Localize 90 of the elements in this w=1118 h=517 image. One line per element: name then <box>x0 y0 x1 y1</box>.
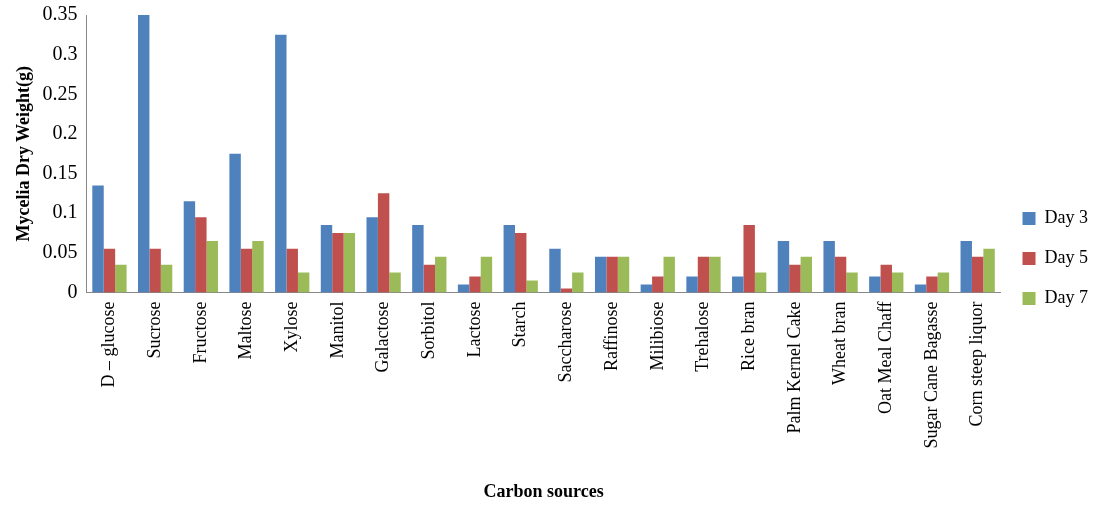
bar <box>138 15 150 293</box>
y-axis-title: Mycelia Dry Weight(g) <box>13 65 35 242</box>
x-tick-label: Maltose <box>235 301 256 360</box>
bar <box>709 256 721 293</box>
bar <box>800 256 813 293</box>
bar <box>846 272 858 293</box>
bar <box>869 276 881 293</box>
bar <box>789 264 801 293</box>
x-tick-label: Sorbitol <box>418 301 439 360</box>
x-tick-label: Fructose <box>189 301 210 364</box>
bar <box>617 256 630 293</box>
bar <box>526 280 538 293</box>
y-tick-label: 0.2 <box>52 121 78 144</box>
x-tick-label: Sucrose <box>143 301 164 359</box>
bar <box>594 256 607 293</box>
bar <box>480 256 493 293</box>
bar <box>503 225 515 293</box>
bar <box>320 225 333 293</box>
bar <box>777 240 790 293</box>
bar <box>297 272 310 293</box>
bar <box>515 232 527 293</box>
y-tick-label: 0.25 <box>42 81 78 104</box>
x-axis-title: Carbon sources <box>483 480 604 501</box>
bar <box>275 34 287 293</box>
y-tick-label: 0.1 <box>52 200 78 223</box>
bar <box>743 225 755 293</box>
bar <box>183 201 196 293</box>
bar <box>560 288 573 293</box>
bar <box>343 232 356 293</box>
bar <box>891 272 904 293</box>
x-tick-label: Rice bran <box>737 301 758 371</box>
bar <box>880 264 892 293</box>
legend-label: Day 3 <box>1044 207 1089 228</box>
bar <box>652 276 664 293</box>
bar <box>971 256 984 293</box>
bar <box>697 256 710 293</box>
bar <box>423 264 436 293</box>
bar <box>572 272 584 293</box>
bar <box>389 272 401 293</box>
x-tick-label: Wheat bran <box>829 301 850 385</box>
bar <box>206 240 218 293</box>
bar <box>663 256 675 293</box>
bar <box>823 240 835 293</box>
legend-label: Day 7 <box>1044 287 1089 308</box>
bar <box>286 248 298 293</box>
bar <box>549 248 561 293</box>
x-tick-label: Sugar Cane Bagasse <box>920 301 941 449</box>
bar <box>366 217 378 293</box>
bar <box>103 248 116 293</box>
bar <box>937 272 950 293</box>
bar <box>834 256 847 293</box>
bar <box>252 240 264 293</box>
bar <box>92 185 104 293</box>
bar <box>195 217 207 293</box>
x-tick-label: Palm Kernel Cake <box>783 301 804 434</box>
legend-label: Day 5 <box>1044 247 1089 268</box>
bar <box>115 264 127 293</box>
y-tick-label: 0.05 <box>42 240 78 263</box>
bar <box>983 248 995 293</box>
y-tick-label: 0 <box>67 279 78 302</box>
bar <box>412 225 424 293</box>
bar <box>960 240 972 293</box>
bar <box>240 248 253 293</box>
y-tick-label: 0.3 <box>52 41 78 64</box>
bar <box>732 276 744 293</box>
bar <box>926 276 938 293</box>
bar <box>435 256 447 293</box>
bar <box>332 232 344 293</box>
x-tick-label: Raffinose <box>600 301 621 372</box>
x-tick-label: Corn steep liquor <box>966 301 987 427</box>
x-tick-label: Trehalose <box>692 301 713 372</box>
x-tick-label: Xylose <box>280 301 301 353</box>
bar <box>606 256 618 293</box>
bar <box>160 264 173 293</box>
y-tick-label: 0.35 <box>42 2 78 25</box>
bar <box>377 193 390 293</box>
bar <box>149 248 161 293</box>
x-tick-label: Saccharose <box>555 301 576 383</box>
bar <box>686 276 698 293</box>
x-tick-label: Milibiose <box>646 301 667 371</box>
x-tick-label: Galactose <box>372 301 393 373</box>
x-tick-label: Starch <box>509 301 530 348</box>
y-tick-label: 0.15 <box>42 160 78 183</box>
x-tick-label: Manitol <box>326 301 347 359</box>
bar <box>469 276 481 293</box>
x-tick-label: Oat Meal Chaff <box>875 301 896 415</box>
bar <box>229 153 241 293</box>
x-tick-label: Lactose <box>463 301 484 358</box>
bar <box>754 272 767 293</box>
x-tick-label: D – glucose <box>98 301 119 388</box>
